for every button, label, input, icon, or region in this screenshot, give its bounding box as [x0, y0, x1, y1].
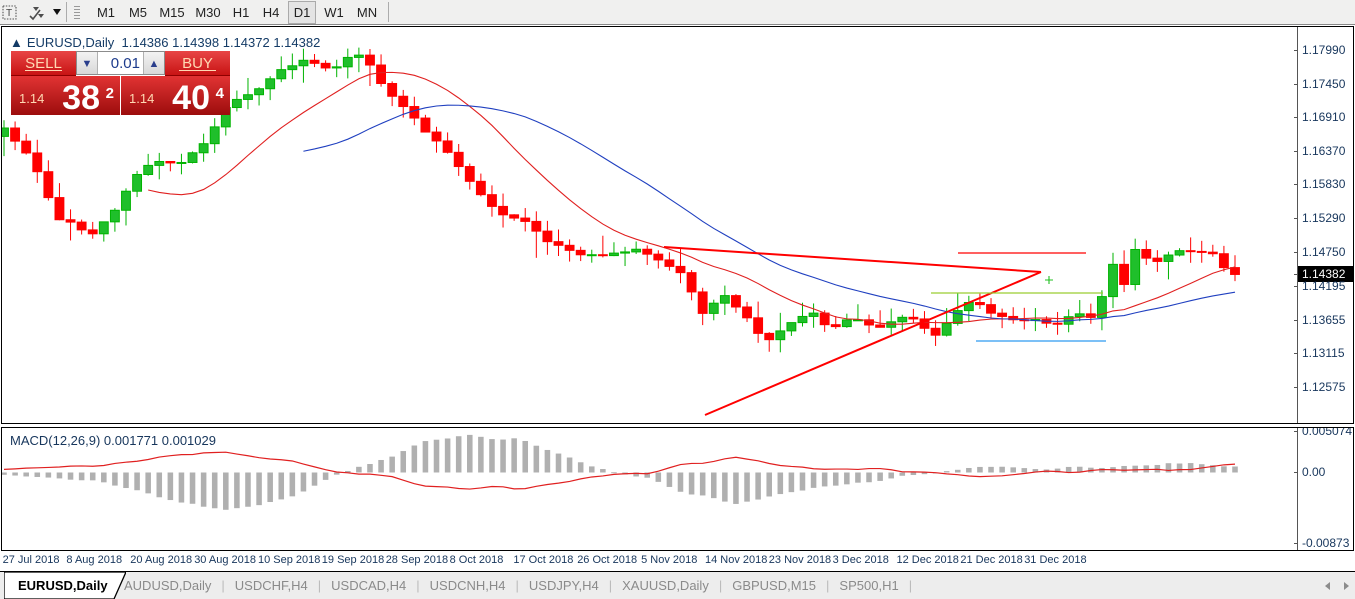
svg-text:T: T — [6, 8, 12, 19]
